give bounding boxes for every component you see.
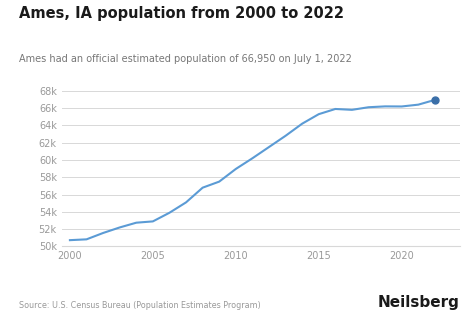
Text: Ames had an official estimated population of 66,950 on July 1, 2022: Ames had an official estimated populatio… — [19, 54, 352, 64]
Text: Source: U.S. Census Bureau (Population Estimates Program): Source: U.S. Census Bureau (Population E… — [19, 301, 261, 310]
Point — [431, 97, 439, 102]
Text: Neilsberg: Neilsberg — [378, 295, 460, 310]
Text: Ames, IA population from 2000 to 2022: Ames, IA population from 2000 to 2022 — [19, 6, 344, 21]
